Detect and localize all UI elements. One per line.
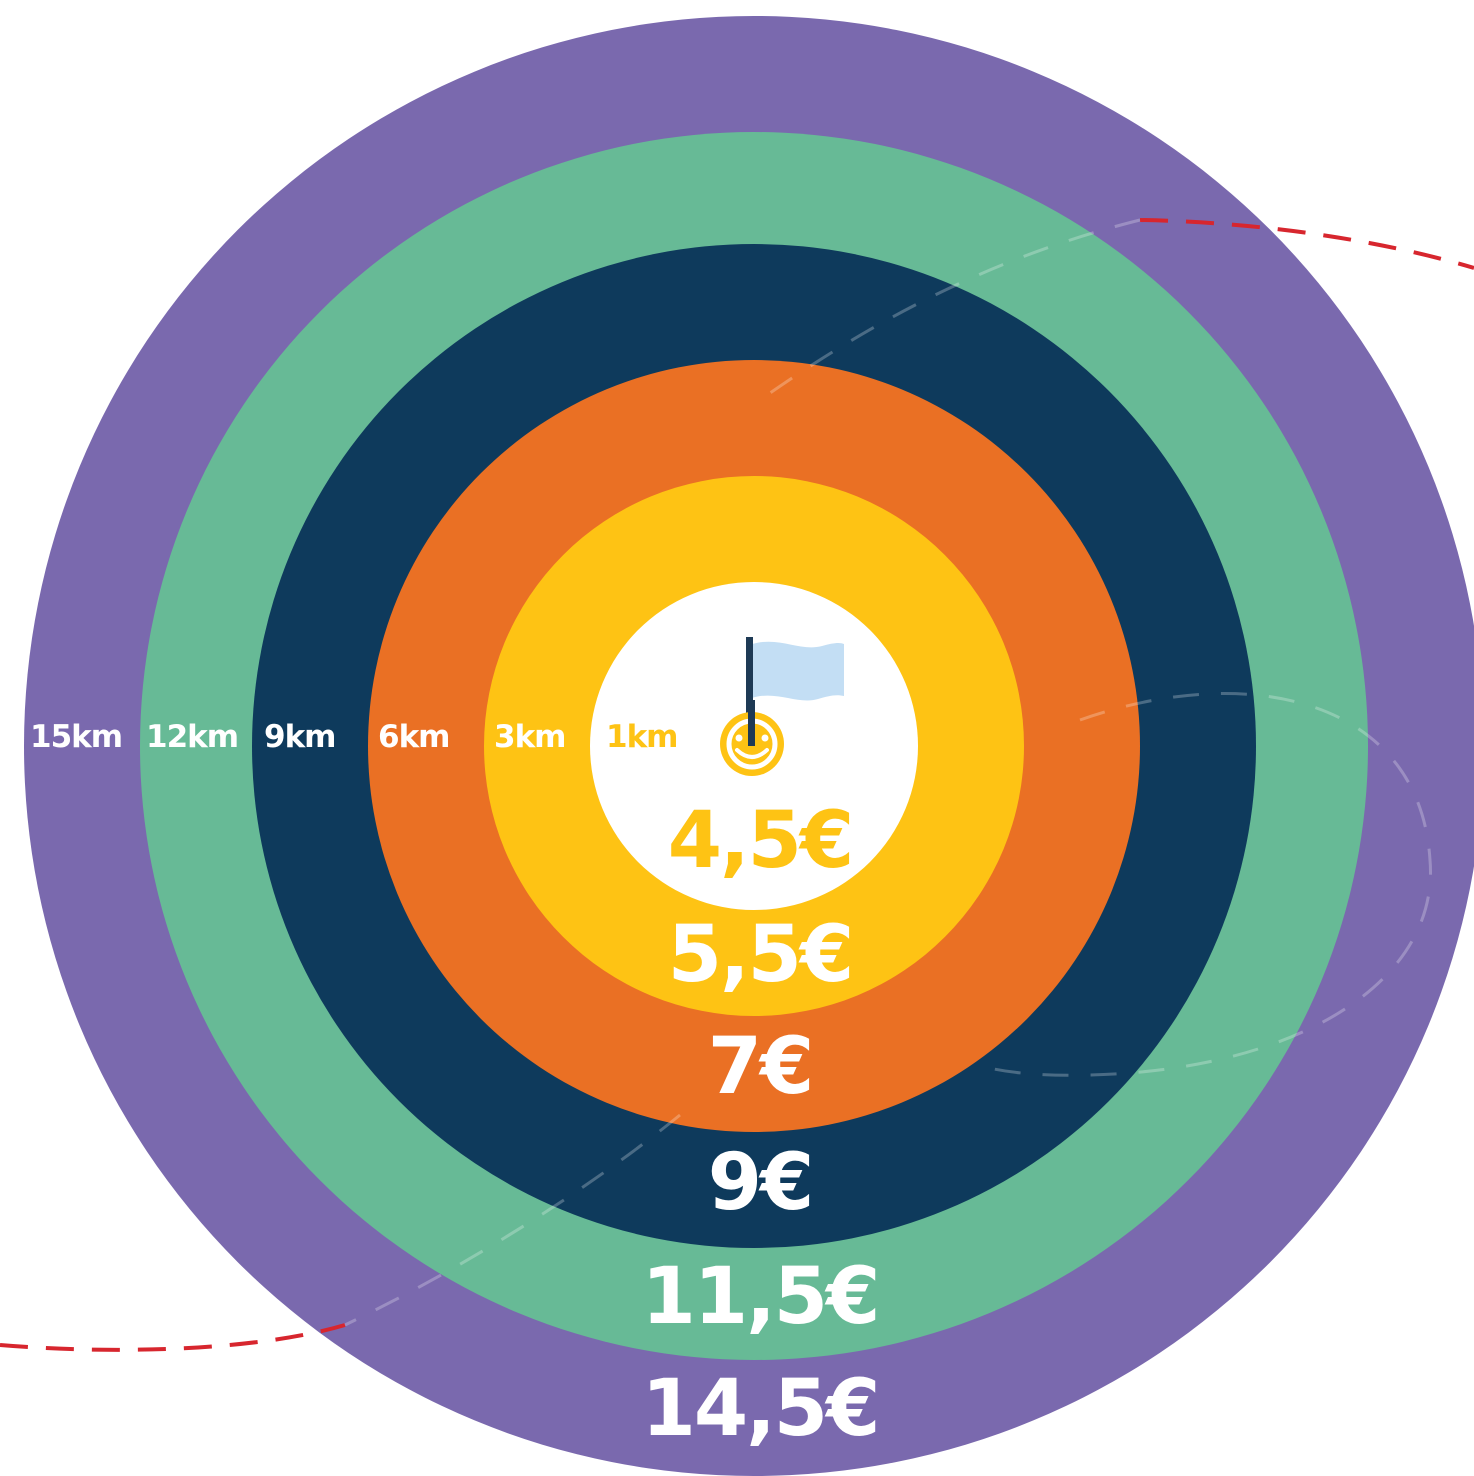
- price-label-3km: 5,5€: [667, 910, 854, 1000]
- distance-label-6km: 6km: [378, 719, 450, 755]
- price-label-12km: 11,5€: [641, 1252, 881, 1342]
- route-boundary-bottom: [0, 1323, 346, 1352]
- distance-label-9km: 9km: [264, 719, 336, 755]
- distance-label-1km: 1km: [606, 719, 678, 755]
- distance-label-15km: 15km: [30, 719, 123, 755]
- price-label-15km: 14,5€: [641, 1364, 881, 1454]
- faint-route-upper: [759, 218, 1141, 402]
- price-label-6km: 7€: [707, 1022, 815, 1112]
- flag-icon: [746, 637, 844, 745]
- distance-label-12km: 12km: [146, 719, 239, 755]
- faint-route-right: [979, 692, 1432, 1077]
- price-label-1km: 4,5€: [667, 796, 854, 886]
- faint-route-lower: [344, 1113, 681, 1327]
- price-label-9km: 9€: [707, 1138, 815, 1228]
- distance-label-3km: 3km: [494, 719, 566, 755]
- route-boundary-top: [1139, 218, 1474, 270]
- smiley-pin-icon: [720, 700, 784, 776]
